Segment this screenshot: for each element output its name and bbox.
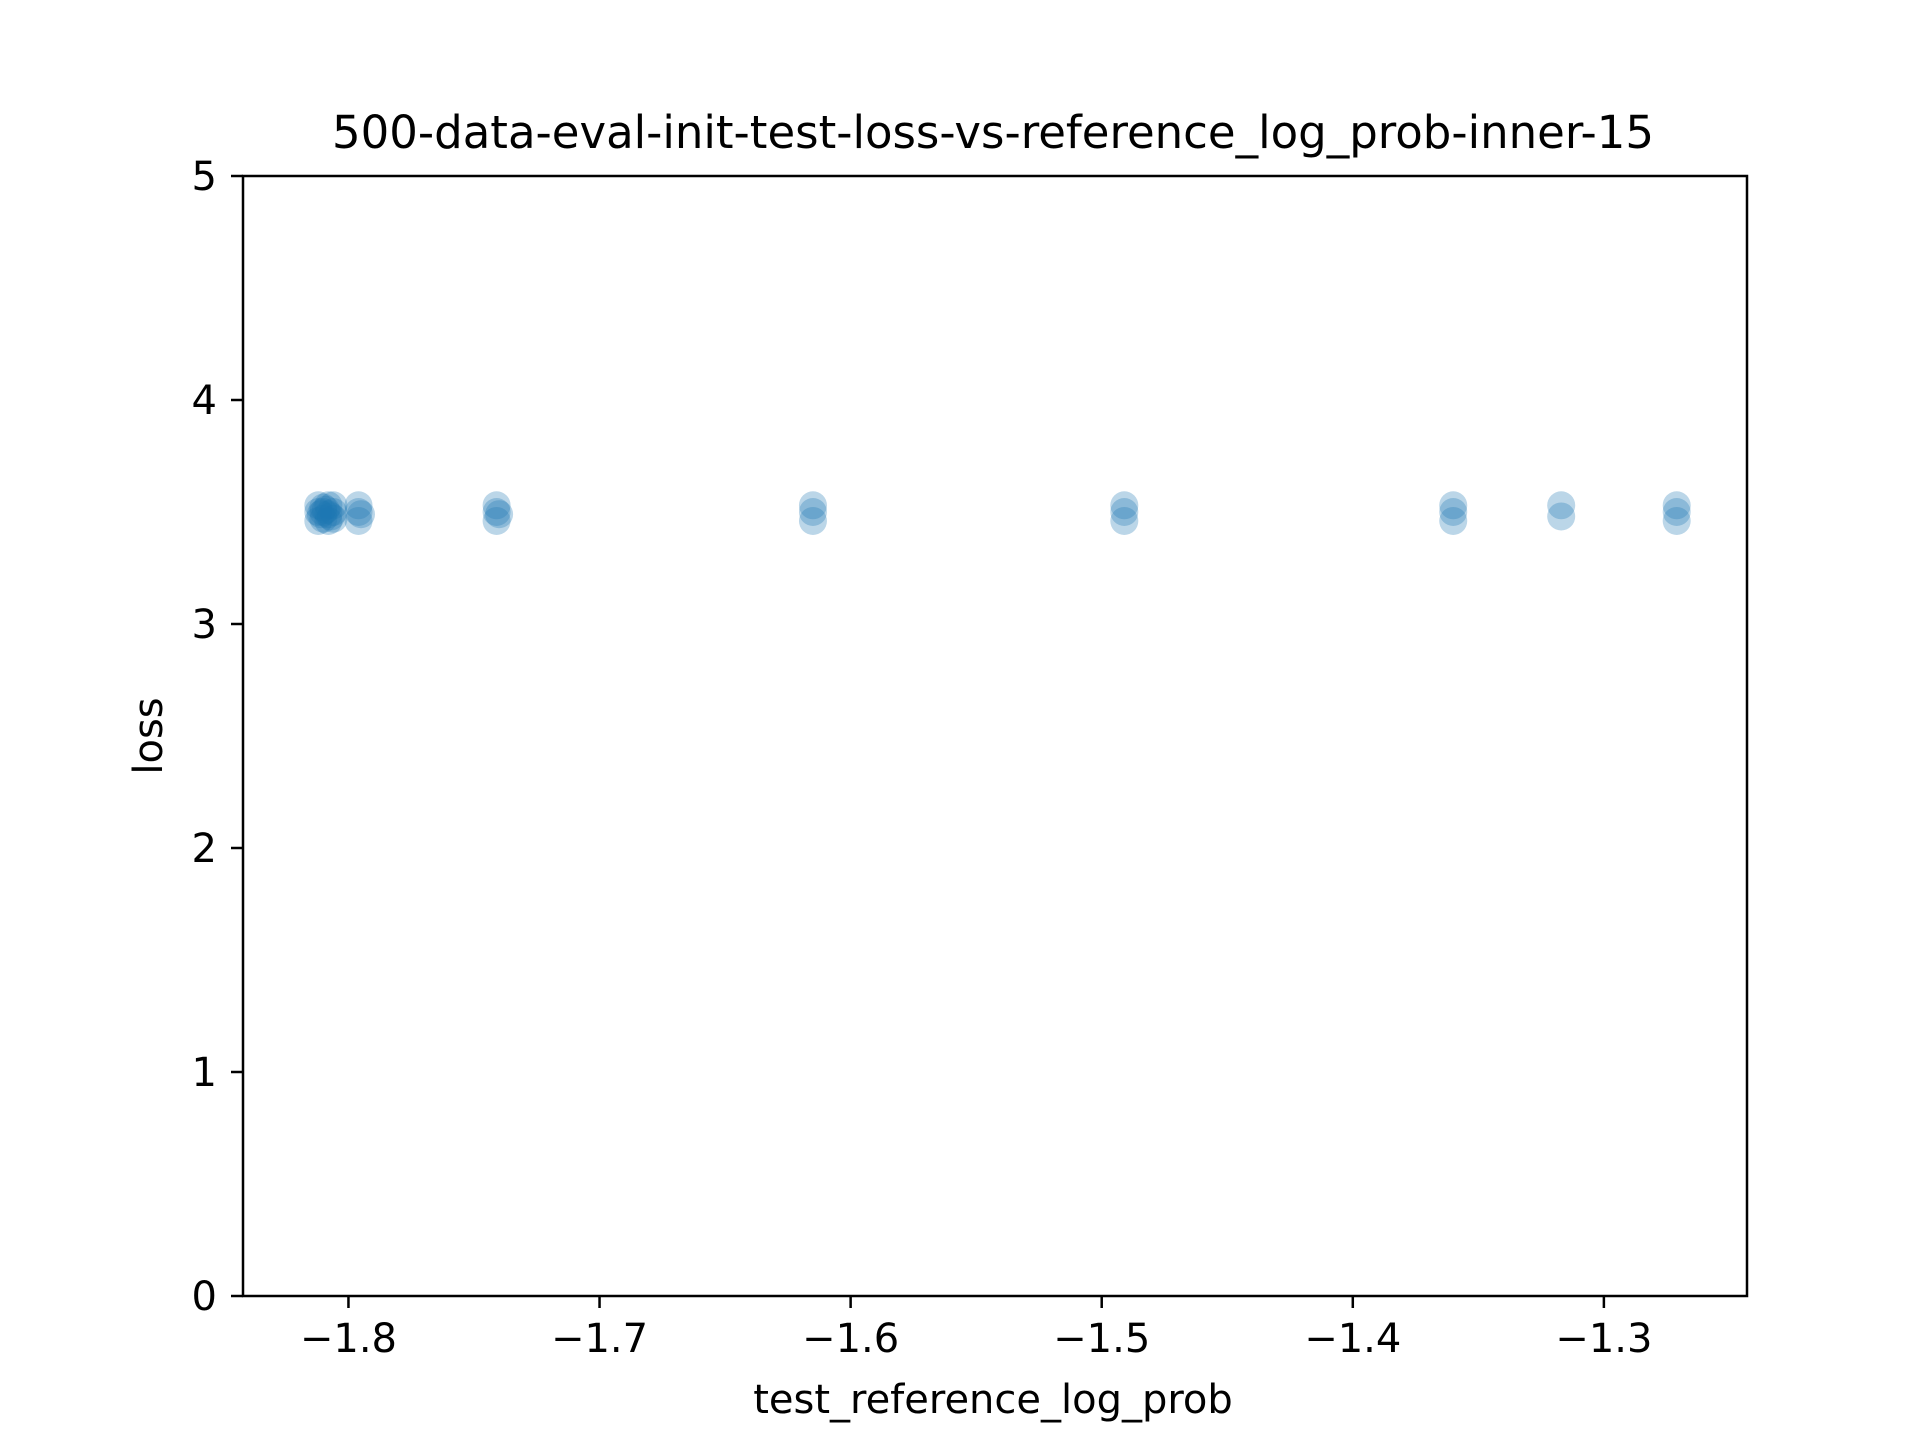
data-point — [309, 504, 338, 533]
data-point — [1110, 506, 1139, 535]
data-point — [304, 491, 333, 520]
data-point — [344, 506, 373, 535]
data-point — [314, 500, 343, 529]
y-tick-label: 3 — [192, 602, 217, 648]
data-point — [309, 498, 338, 526]
chart-title: 500-data-eval-init-test-loss-vs-referenc… — [332, 106, 1654, 159]
points-layer — [304, 491, 1691, 535]
y-axis-label: loss — [126, 697, 172, 774]
data-point — [314, 491, 343, 520]
data-point — [485, 500, 514, 529]
data-point — [319, 504, 348, 533]
data-point — [482, 506, 511, 535]
data-point — [1662, 506, 1691, 535]
data-point — [304, 498, 333, 526]
data-point — [311, 495, 340, 524]
data-point — [798, 498, 827, 526]
x-tick-label: −1.8 — [300, 1316, 397, 1362]
data-point — [319, 498, 348, 526]
data-point — [1662, 498, 1691, 526]
data-point — [482, 498, 511, 526]
data-point — [314, 506, 343, 535]
y-tick-label: 4 — [192, 378, 217, 424]
data-point — [482, 491, 511, 520]
x-tick-label: −1.4 — [1304, 1316, 1401, 1362]
data-point — [309, 493, 338, 522]
data-point — [798, 506, 827, 535]
x-tick-label: −1.3 — [1555, 1316, 1652, 1362]
data-point — [304, 506, 333, 535]
x-axis: −1.8 −1.7 −1.6 −1.5 −1.4 −1.3 — [300, 1296, 1652, 1362]
data-point — [319, 491, 348, 520]
y-tick-label: 5 — [192, 154, 217, 200]
x-tick-label: −1.6 — [802, 1316, 899, 1362]
data-point — [316, 502, 345, 531]
x-tick-label: −1.7 — [551, 1316, 648, 1362]
x-axis-label: test_reference_log_prob — [753, 1377, 1233, 1423]
data-point — [1439, 498, 1468, 526]
x-tick-label: −1.5 — [1053, 1316, 1150, 1362]
data-point — [344, 498, 373, 526]
data-point — [1110, 498, 1139, 526]
data-point — [1547, 491, 1576, 520]
y-tick-label: 2 — [192, 826, 217, 872]
data-point — [1547, 502, 1576, 531]
y-tick-label: 1 — [192, 1050, 217, 1096]
data-point — [1110, 491, 1139, 520]
data-point — [347, 500, 376, 529]
plot-area — [241, 174, 1749, 1298]
data-point — [1662, 491, 1691, 520]
plot-background — [243, 176, 1747, 1296]
data-point — [1439, 491, 1468, 520]
y-axis: 0 1 2 3 4 5 — [192, 154, 243, 1320]
plot-frame — [241, 174, 1749, 1298]
data-point — [798, 491, 827, 520]
data-point — [1439, 506, 1468, 535]
data-point — [344, 491, 373, 520]
data-point — [306, 500, 335, 529]
y-tick-label: 0 — [192, 1274, 217, 1320]
